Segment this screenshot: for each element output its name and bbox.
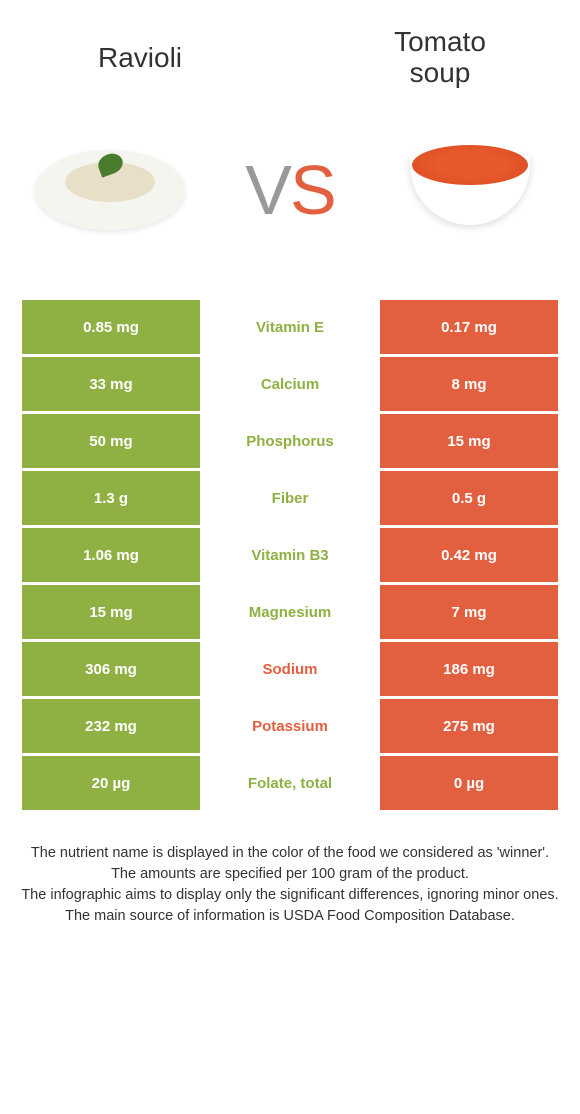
table-row: 50 mgPhosphorus15 mg — [22, 414, 558, 468]
nutrient-label: Phosphorus — [200, 414, 380, 468]
header-titles: Ravioli Tomato soup — [0, 0, 580, 100]
table-row: 15 mgMagnesium7 mg — [22, 585, 558, 639]
value-right: 15 mg — [380, 414, 558, 468]
footer-notes: The nutrient name is displayed in the co… — [0, 813, 580, 927]
right-title-line2: soup — [410, 57, 471, 88]
footer-line: The amounts are specified per 100 gram o… — [20, 864, 560, 885]
value-left: 306 mg — [22, 642, 200, 696]
table-row: 20 µgFolate, total0 µg — [22, 756, 558, 810]
table-row: 232 mgPotassium275 mg — [22, 699, 558, 753]
table-row: 1.06 mgVitamin B30.42 mg — [22, 528, 558, 582]
vs-s: S — [290, 151, 335, 229]
bowl-icon — [400, 145, 540, 235]
nutrient-label: Fiber — [200, 471, 380, 525]
value-right: 8 mg — [380, 357, 558, 411]
footer-line: The infographic aims to display only the… — [20, 885, 560, 906]
value-left: 20 µg — [22, 756, 200, 810]
table-row: 0.85 mgVitamin E0.17 mg — [22, 300, 558, 354]
value-left: 232 mg — [22, 699, 200, 753]
value-left: 1.06 mg — [22, 528, 200, 582]
value-left: 0.85 mg — [22, 300, 200, 354]
nutrient-label: Magnesium — [200, 585, 380, 639]
infographic-container: Ravioli Tomato soup VS 0.85 mgVitamin E0… — [0, 0, 580, 927]
value-left: 50 mg — [22, 414, 200, 468]
table-row: 1.3 gFiber0.5 g — [22, 471, 558, 525]
value-left: 1.3 g — [22, 471, 200, 525]
nutrient-label: Vitamin B3 — [200, 528, 380, 582]
vs-label: VS — [245, 150, 334, 230]
nutrient-label: Folate, total — [200, 756, 380, 810]
value-right: 0.42 mg — [380, 528, 558, 582]
nutrient-label: Sodium — [200, 642, 380, 696]
food-title-left: Ravioli — [30, 42, 250, 74]
soup-image — [390, 130, 550, 250]
footer-line: The nutrient name is displayed in the co… — [20, 843, 560, 864]
nutrient-label: Calcium — [200, 357, 380, 411]
ravioli-image — [30, 130, 190, 250]
food-title-right: Tomato soup — [330, 27, 550, 89]
table-row: 306 mgSodium186 mg — [22, 642, 558, 696]
value-right: 275 mg — [380, 699, 558, 753]
value-left: 15 mg — [22, 585, 200, 639]
table-row: 33 mgCalcium8 mg — [22, 357, 558, 411]
value-right: 7 mg — [380, 585, 558, 639]
vs-v: V — [245, 151, 290, 229]
footer-line: The main source of information is USDA F… — [20, 906, 560, 927]
value-right: 0.5 g — [380, 471, 558, 525]
value-left: 33 mg — [22, 357, 200, 411]
vs-row: VS — [0, 100, 580, 280]
nutrient-label: Potassium — [200, 699, 380, 753]
plate-icon — [35, 150, 185, 230]
nutrient-label: Vitamin E — [200, 300, 380, 354]
value-right: 0 µg — [380, 756, 558, 810]
value-right: 0.17 mg — [380, 300, 558, 354]
right-title-line1: Tomato — [394, 26, 486, 57]
nutrient-table: 0.85 mgVitamin E0.17 mg33 mgCalcium8 mg5… — [22, 300, 558, 810]
value-right: 186 mg — [380, 642, 558, 696]
